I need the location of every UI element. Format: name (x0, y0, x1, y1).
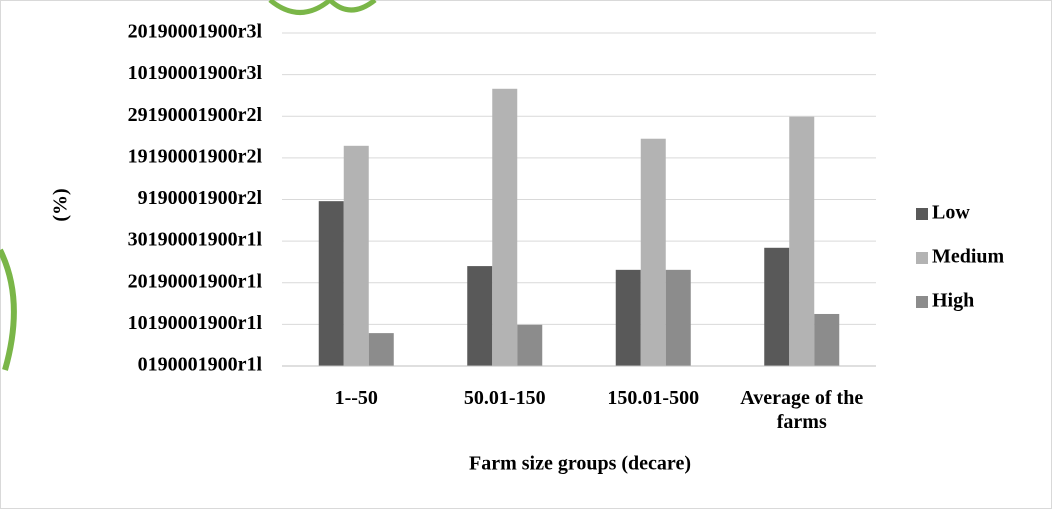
legend-label: Low (932, 202, 970, 224)
legend-swatch (916, 208, 928, 220)
bar (368, 333, 394, 366)
y-tick-label: 0190001900r1l (138, 354, 263, 376)
x-tick-label: 150.01-500 (607, 387, 700, 409)
bar (615, 269, 641, 366)
bar (764, 247, 790, 366)
bar (814, 313, 840, 366)
y-tick-label: 20190001900r3l (128, 21, 263, 43)
y-tick-label: 30190001900r1l (128, 229, 263, 251)
legend-label: High (932, 290, 974, 312)
y-axis-title: (%) (50, 188, 72, 221)
bar (467, 266, 493, 366)
decoration-leaf (268, 0, 377, 15)
x-tick-label: Average of the farms (740, 387, 864, 433)
bar (640, 138, 666, 366)
y-tick-label: 29190001900r2l (128, 104, 263, 126)
bar (517, 324, 543, 366)
x-tick-label: 50.01-150 (463, 387, 546, 409)
bar (789, 116, 815, 366)
legend-swatch (916, 296, 928, 308)
bar (343, 145, 369, 366)
y-tick-label: 20190001900r1l (128, 270, 263, 292)
y-tick-label: 9190001900r2l (138, 187, 263, 209)
y-tick-label: 19190001900r2l (128, 145, 263, 167)
y-tick-label: 10190001900r3l (128, 62, 263, 84)
x-axis-title: Farm size groups (decare) (469, 453, 691, 475)
legend-label: Medium (932, 246, 1005, 268)
y-tick-label: 10190001900r1l (128, 312, 263, 334)
bar (492, 88, 518, 366)
legend-swatch (916, 252, 928, 264)
bar (665, 269, 691, 366)
decoration-leaf (0, 248, 17, 371)
x-tick-label: 1--50 (334, 387, 378, 409)
bar (318, 201, 344, 366)
